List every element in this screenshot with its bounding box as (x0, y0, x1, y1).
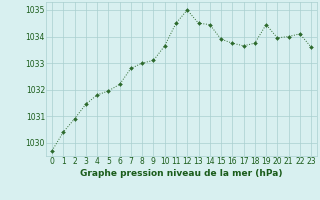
X-axis label: Graphe pression niveau de la mer (hPa): Graphe pression niveau de la mer (hPa) (80, 169, 283, 178)
